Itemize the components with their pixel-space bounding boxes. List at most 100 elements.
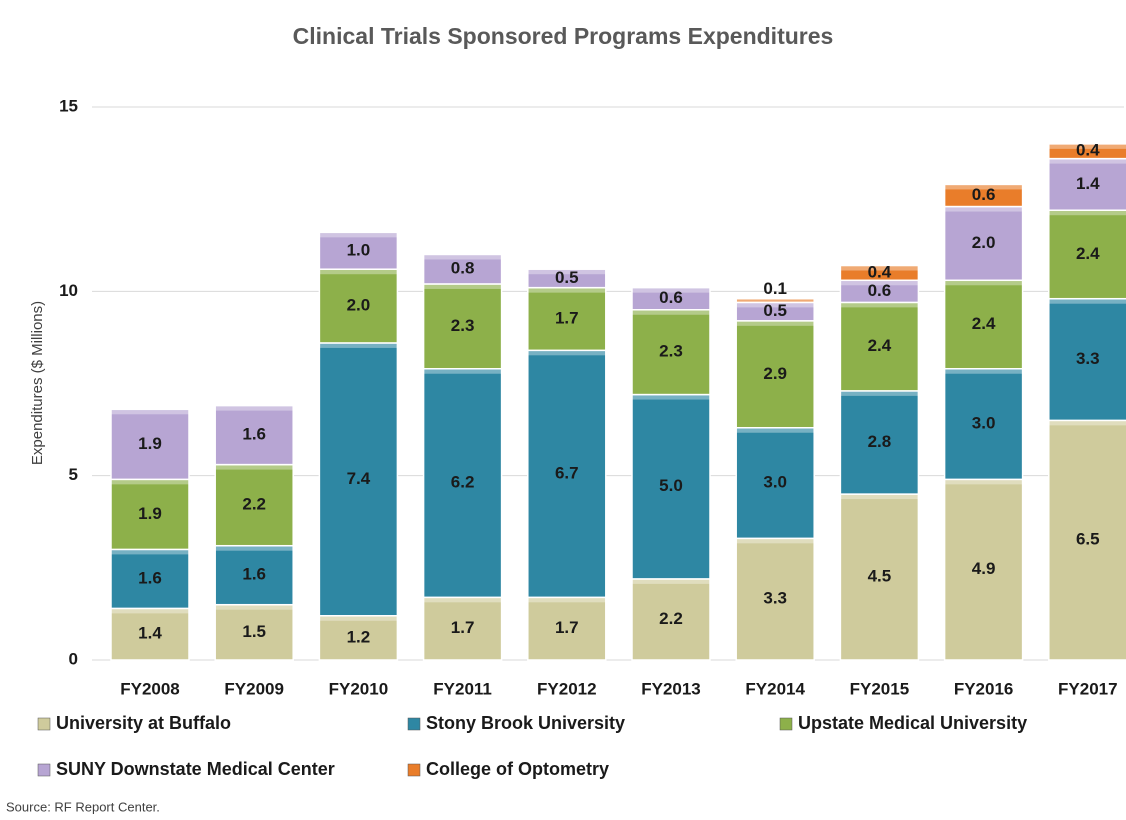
value-label: 2.0	[347, 296, 371, 315]
value-label: 0.4	[868, 262, 892, 281]
bar-segment	[839, 264, 920, 282]
x-tick-label: FY2013	[641, 679, 701, 698]
bar-highlight	[111, 549, 189, 555]
bar-highlight	[1048, 298, 1126, 304]
legend-label: SUNY Downstate Medical Center	[56, 759, 335, 779]
x-tick-label: FY2008	[120, 679, 180, 698]
source: Source: RF Report Center.	[6, 799, 160, 814]
bar-segment	[318, 342, 399, 617]
bar-segment	[318, 615, 399, 661]
bar-highlight	[632, 578, 710, 584]
bar-highlight	[319, 342, 398, 348]
bar-segment	[943, 368, 1024, 481]
bar-highlight	[736, 320, 815, 326]
legend-swatch	[407, 763, 421, 777]
bar-highlight	[944, 479, 1023, 485]
legend-swatch	[37, 717, 51, 731]
bar-highlight	[111, 608, 189, 614]
bar-highlight	[840, 302, 919, 308]
value-label: 6.5	[1076, 530, 1100, 549]
legend-label: Stony Brook University	[426, 713, 625, 733]
bar-highlight	[215, 405, 294, 411]
value-label: 1.7	[555, 618, 579, 637]
value-label: 7.4	[347, 469, 371, 488]
bar-highlight	[736, 298, 815, 303]
bar-highlight	[215, 604, 294, 610]
value-label: 1.9	[138, 504, 162, 523]
bar-highlight	[840, 390, 919, 396]
value-label: 3.0	[972, 414, 996, 433]
bar-segment	[1048, 419, 1126, 661]
bar-segment	[318, 268, 399, 344]
value-label: 2.2	[659, 609, 683, 628]
value-label: 0.6	[972, 185, 996, 204]
bar-highlight	[632, 309, 710, 315]
value-label: 0.4	[1076, 141, 1100, 160]
bar-highlight	[1048, 143, 1126, 149]
x-tick-label: FY2015	[850, 679, 910, 698]
bar-highlight	[319, 232, 398, 238]
bar-highlight	[423, 283, 502, 289]
value-label: 1.9	[138, 434, 162, 453]
bar-highlight	[527, 597, 606, 603]
y-tick-label: 10	[59, 281, 78, 300]
value-label: 0.8	[451, 259, 475, 278]
bar-segment	[1048, 297, 1126, 422]
bar-segment	[943, 205, 1024, 282]
bar-segment	[422, 368, 503, 599]
bar-highlight	[632, 287, 710, 293]
bar-segment	[1048, 143, 1126, 160]
value-label: 2.9	[763, 364, 787, 383]
value-label: 2.0	[972, 233, 996, 252]
value-label: 2.3	[659, 342, 683, 361]
bar-highlight	[111, 409, 189, 415]
bar-highlight	[319, 615, 398, 621]
bar-highlight	[1048, 210, 1126, 216]
bar-segment	[110, 478, 190, 551]
bar-segment	[214, 404, 294, 466]
bar-segment	[318, 231, 399, 270]
value-label: 3.3	[763, 589, 787, 608]
value-label: 2.4	[972, 314, 996, 333]
value-label: 1.2	[347, 627, 371, 646]
bar-segment	[422, 596, 503, 661]
bar-segment	[631, 286, 711, 311]
value-label: 6.2	[451, 473, 475, 492]
bar-highlight	[423, 368, 502, 374]
value-label: 1.5	[242, 622, 266, 641]
bar-segment	[839, 390, 920, 495]
bar-highlight	[423, 254, 502, 260]
bar-highlight	[527, 287, 606, 293]
bar-segment	[735, 537, 815, 661]
x-tick-label: FY2012	[537, 679, 597, 698]
value-label: 0.6	[868, 281, 892, 300]
bar-highlight	[944, 206, 1023, 212]
x-tick-label: FY2011	[433, 679, 492, 698]
value-label: 2.4	[1076, 244, 1100, 263]
bar-highlight	[944, 280, 1023, 286]
bar-highlight	[736, 538, 815, 544]
value-label: 0.6	[659, 288, 683, 307]
bar-segment	[943, 183, 1024, 208]
bar-highlight	[527, 350, 606, 356]
value-label: 1.6	[138, 568, 162, 587]
y-axis-label: Expenditures ($ Millions)	[29, 301, 46, 465]
bar-highlight	[736, 302, 815, 308]
bar-segment	[110, 607, 190, 661]
value-label: 5.0	[659, 476, 683, 495]
value-label: 4.5	[868, 567, 892, 586]
bar-segment	[110, 408, 190, 481]
bar-segment	[735, 426, 815, 540]
bar-highlight	[840, 280, 919, 286]
bar-segment	[631, 393, 711, 580]
bar-highlight	[840, 265, 919, 271]
bar-segment	[735, 320, 815, 429]
bar-segment	[943, 478, 1024, 661]
bar-segment	[527, 268, 607, 289]
bar-highlight	[215, 545, 294, 551]
value-label: 2.4	[868, 336, 892, 355]
value-label: 1.7	[451, 618, 475, 637]
bar-segment	[631, 578, 711, 661]
bar-segment	[839, 301, 920, 392]
bar-highlight	[215, 464, 294, 470]
